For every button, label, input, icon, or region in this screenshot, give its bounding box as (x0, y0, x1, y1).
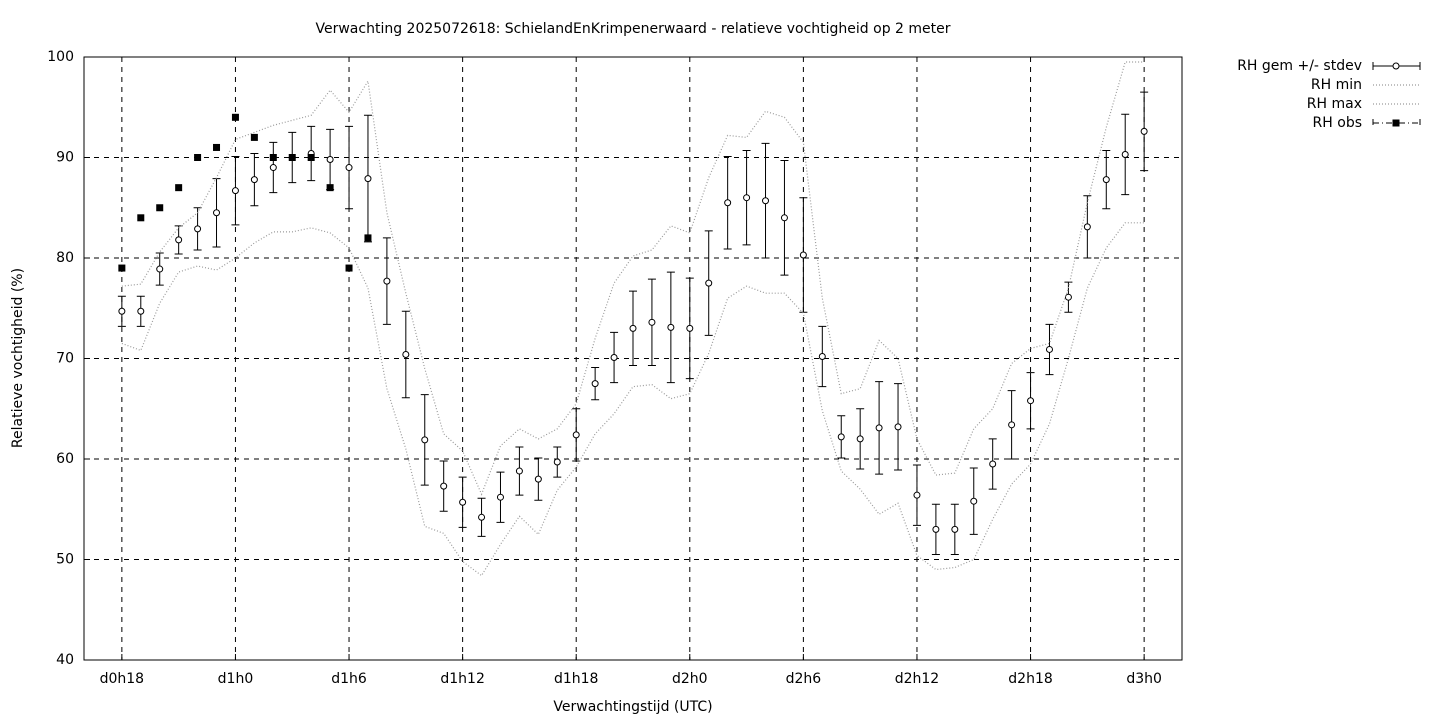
mean-point (989, 460, 997, 468)
x-tick-label: d2h6 (786, 671, 822, 687)
legend-sample (1372, 119, 1421, 127)
mean-point (572, 431, 580, 439)
mean-point (686, 324, 694, 332)
mean-point (610, 353, 618, 361)
mean-point (269, 164, 277, 172)
mean-point (383, 277, 391, 285)
obs-point (345, 264, 353, 272)
mean-point (1008, 421, 1016, 429)
range-line (121, 61, 1145, 496)
x-tick-label: d1h0 (218, 671, 254, 687)
mean-point (1064, 293, 1072, 301)
y-tick-label: 80 (56, 250, 74, 266)
mean-point (875, 424, 883, 432)
y-tick-label: 90 (56, 150, 74, 166)
obs-point (269, 154, 277, 161)
obs-point (137, 214, 145, 222)
mean-point (629, 324, 637, 332)
mean-point (118, 307, 126, 315)
mean-point (743, 194, 751, 202)
mean-point (459, 498, 467, 506)
mean-point (421, 436, 429, 444)
mean-point (515, 467, 523, 475)
mean-point (837, 433, 845, 441)
mean-point (762, 197, 770, 205)
legend-label: RH min (1311, 77, 1362, 93)
obs-point (326, 184, 334, 192)
y-tick-label: 70 (56, 351, 74, 367)
legend-label: RH max (1307, 96, 1362, 112)
mean-point (970, 497, 978, 505)
mean-point (1045, 345, 1053, 353)
y-tick-label: 50 (56, 552, 74, 568)
obs-point (118, 264, 126, 272)
mean-point (705, 279, 713, 287)
mean-point (667, 323, 675, 331)
mean-point (364, 175, 372, 183)
y-axis-label: Relatieve vochtigheid (%) (10, 268, 26, 448)
y-tick-label: 60 (56, 451, 74, 467)
y-tick-label: 40 (56, 652, 74, 668)
mean-point (1027, 397, 1035, 405)
obs-point (250, 133, 258, 141)
x-tick-label: d3h0 (1126, 671, 1162, 687)
obs-point (288, 154, 296, 161)
mean-point (932, 525, 940, 533)
mean-point (345, 164, 353, 172)
mean-point (856, 435, 864, 443)
x-tick-label: d1h18 (554, 671, 598, 687)
mean-point (951, 525, 959, 533)
mean-point (326, 156, 334, 164)
x-axis-label: Verwachtingstijd (UTC) (553, 699, 712, 715)
mean-point (478, 513, 486, 521)
mean-point (553, 458, 561, 466)
mean-point (818, 352, 826, 360)
mean-point (913, 491, 921, 499)
mean-point (780, 214, 788, 222)
x-tick-label: d1h6 (331, 671, 367, 687)
obs-point (156, 204, 164, 212)
mean-point (534, 475, 542, 483)
mean-point (137, 307, 145, 315)
legend-sample (1392, 62, 1400, 70)
mean-point (724, 199, 732, 207)
range-line (121, 222, 1145, 577)
obs-point (364, 234, 372, 242)
mean-point (496, 493, 504, 501)
chart-title: Verwachting 2025072618: SchielandEnKrimp… (316, 21, 951, 37)
x-tick-label: d2h18 (1008, 671, 1052, 687)
x-tick-label: d2h12 (895, 671, 939, 687)
mean-point (799, 251, 807, 259)
x-tick-label: d0h18 (100, 671, 144, 687)
mean-point (1140, 127, 1148, 135)
mean-point (440, 482, 448, 490)
legend-label: RH gem +/- stdev (1237, 58, 1362, 74)
mean-point (156, 265, 164, 273)
y-tick-label: 100 (47, 49, 74, 65)
legend-sample (1392, 119, 1400, 127)
mean-point (1083, 223, 1091, 231)
mean-point (894, 423, 902, 431)
mean-point (231, 187, 239, 195)
x-tick-label: d1h12 (440, 671, 484, 687)
mean-point (213, 209, 221, 217)
mean-point (1102, 176, 1110, 184)
mean-point (402, 350, 410, 358)
mean-point (648, 318, 656, 326)
mean-point (591, 380, 599, 388)
obs-point (307, 154, 315, 161)
obs-point (213, 143, 221, 151)
obs-point (231, 113, 239, 121)
x-tick-label: d2h0 (672, 671, 708, 687)
mean-point (1121, 150, 1129, 158)
obs-point (194, 154, 202, 161)
mean-point (250, 176, 258, 184)
legend-label: RH obs (1313, 115, 1362, 131)
obs-point (175, 184, 183, 192)
mean-point (194, 225, 202, 233)
mean-point (175, 236, 183, 244)
